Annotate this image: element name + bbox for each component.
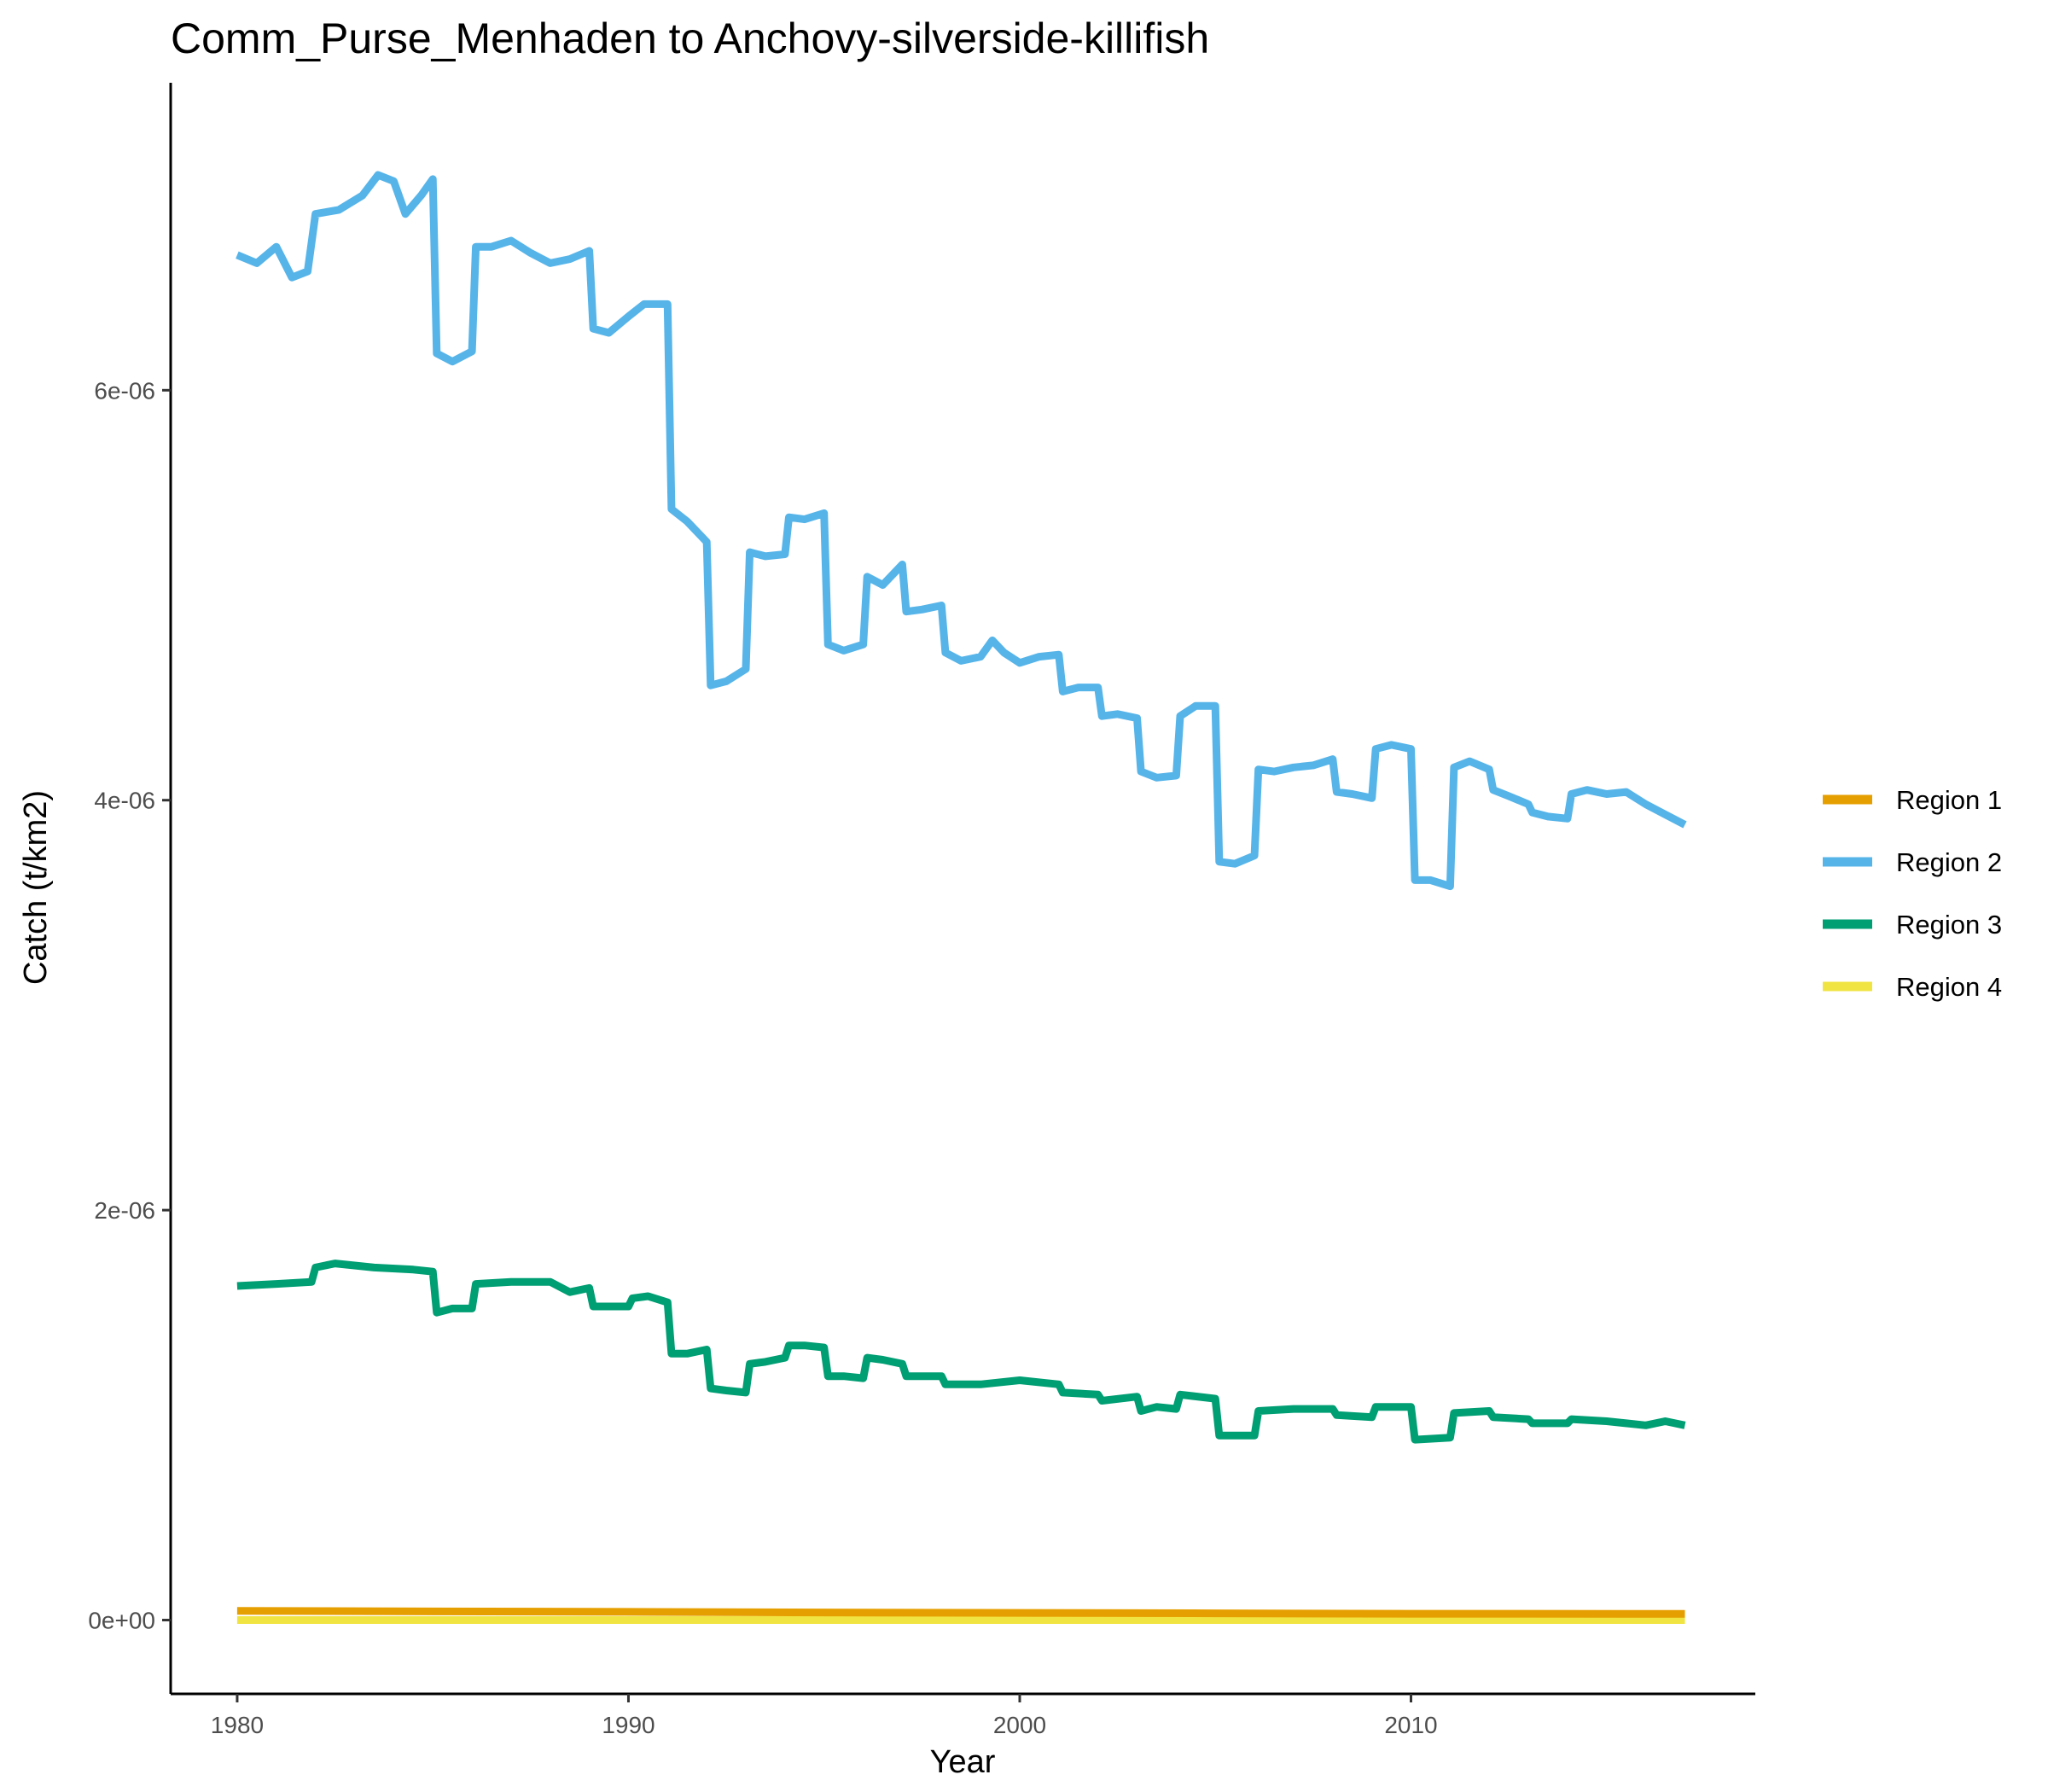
legend-label-region-4: Region 4 bbox=[1896, 972, 2002, 1002]
y-axis-title: Catch (t/km2) bbox=[18, 790, 54, 985]
series-line-region-1 bbox=[236, 1607, 1685, 1618]
x-tick-label: 2010 bbox=[1384, 1712, 1437, 1738]
chart-title: Comm_Purse_Menhaden to Anchovy-silversid… bbox=[171, 15, 1209, 62]
legend-label-region-2: Region 2 bbox=[1896, 847, 2002, 877]
legend-label-region-1: Region 1 bbox=[1896, 785, 2002, 815]
y-tick-label: 0e+00 bbox=[88, 1608, 155, 1634]
plot-area bbox=[236, 171, 1687, 1624]
legend: Region 1 Region 2 Region 3 Region 4 bbox=[1823, 785, 2002, 1002]
x-axis-ticks: 1980 1990 2000 2010 bbox=[211, 1694, 1438, 1738]
series-line-region-3 bbox=[236, 1260, 1686, 1444]
y-tick-label: 2e-06 bbox=[94, 1197, 155, 1224]
y-tick-label: 6e-06 bbox=[94, 377, 155, 404]
legend-label-region-3: Region 3 bbox=[1896, 910, 2002, 940]
y-tick-label: 4e-06 bbox=[94, 788, 155, 814]
series-line-region-2 bbox=[236, 171, 1687, 891]
x-tick-label: 1980 bbox=[211, 1712, 264, 1738]
x-tick-label: 1990 bbox=[602, 1712, 655, 1738]
x-axis-title: Year bbox=[930, 1744, 996, 1780]
y-axis-ticks: 0e+00 2e-06 4e-06 6e-06 bbox=[88, 377, 171, 1634]
x-tick-label: 2000 bbox=[993, 1712, 1046, 1738]
